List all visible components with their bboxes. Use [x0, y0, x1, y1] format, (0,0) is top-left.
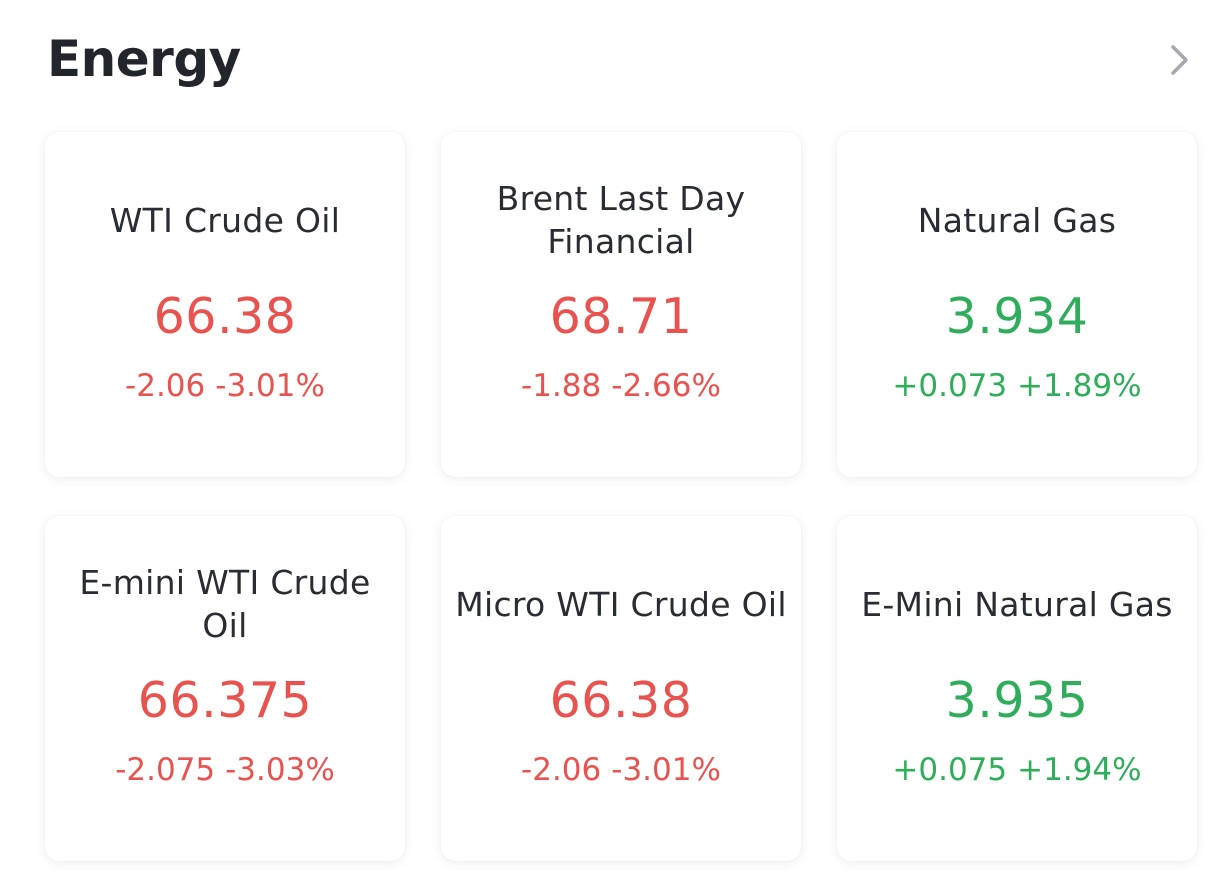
last-price: 3.935 — [945, 672, 1089, 729]
quote-card[interactable]: Micro WTI Crude Oil 66.38 -2.06 -3.01% — [441, 516, 801, 861]
change-percent: +1.94% — [1017, 752, 1142, 788]
contract-name: Micro WTI Crude Oil — [455, 584, 787, 624]
price-change: +0.075 +1.94% — [837, 748, 1197, 792]
quote-card[interactable]: E-Mini Natural Gas 3.935 +0.075 +1.94% — [837, 516, 1197, 861]
quote-card[interactable]: WTI Crude Oil 66.38 -2.06 -3.01% — [45, 132, 405, 477]
quote-card[interactable]: E-mini WTI Crude Oil 66.375 -2.075 -3.03% — [45, 516, 405, 861]
quote-card[interactable]: Brent Last Day Financial 68.71 -1.88 -2.6… — [441, 132, 801, 477]
last-price: 66.375 — [137, 672, 313, 729]
contract-name: WTI Crude Oil — [109, 200, 341, 240]
last-price: 66.38 — [153, 288, 297, 345]
change-value: +0.075 — [892, 752, 1008, 788]
chevron-right-icon[interactable] — [1162, 40, 1198, 80]
contract-name: E-mini WTI Crude Oil — [79, 563, 371, 645]
last-price: 68.71 — [549, 288, 693, 345]
change-value: -2.06 — [125, 368, 206, 404]
section-title: Energy — [47, 30, 241, 88]
last-price: 3.934 — [945, 288, 1089, 345]
change-value: -2.075 — [115, 752, 216, 788]
quote-card[interactable]: Natural Gas 3.934 +0.073 +1.89% — [837, 132, 1197, 477]
section-header: Energy — [0, 0, 1217, 120]
contract-name: E-Mini Natural Gas — [861, 584, 1173, 624]
price-change: -2.06 -3.01% — [441, 748, 801, 792]
contract-name: Natural Gas — [917, 200, 1117, 240]
change-percent: -3.01% — [215, 368, 325, 404]
change-percent: -3.03% — [225, 752, 335, 788]
price-change: -2.075 -3.03% — [45, 748, 405, 792]
price-change: -2.06 -3.01% — [45, 364, 405, 408]
change-value: -2.06 — [521, 752, 602, 788]
change-value: +0.073 — [892, 368, 1008, 404]
price-change: +0.073 +1.89% — [837, 364, 1197, 408]
change-percent: +1.89% — [1017, 368, 1142, 404]
change-percent: -2.66% — [611, 368, 721, 404]
contract-name: Brent Last Day Financial — [496, 179, 746, 261]
change-value: -1.88 — [521, 368, 602, 404]
price-change: -1.88 -2.66% — [441, 364, 801, 408]
change-percent: -3.01% — [611, 752, 721, 788]
last-price: 66.38 — [549, 672, 693, 729]
